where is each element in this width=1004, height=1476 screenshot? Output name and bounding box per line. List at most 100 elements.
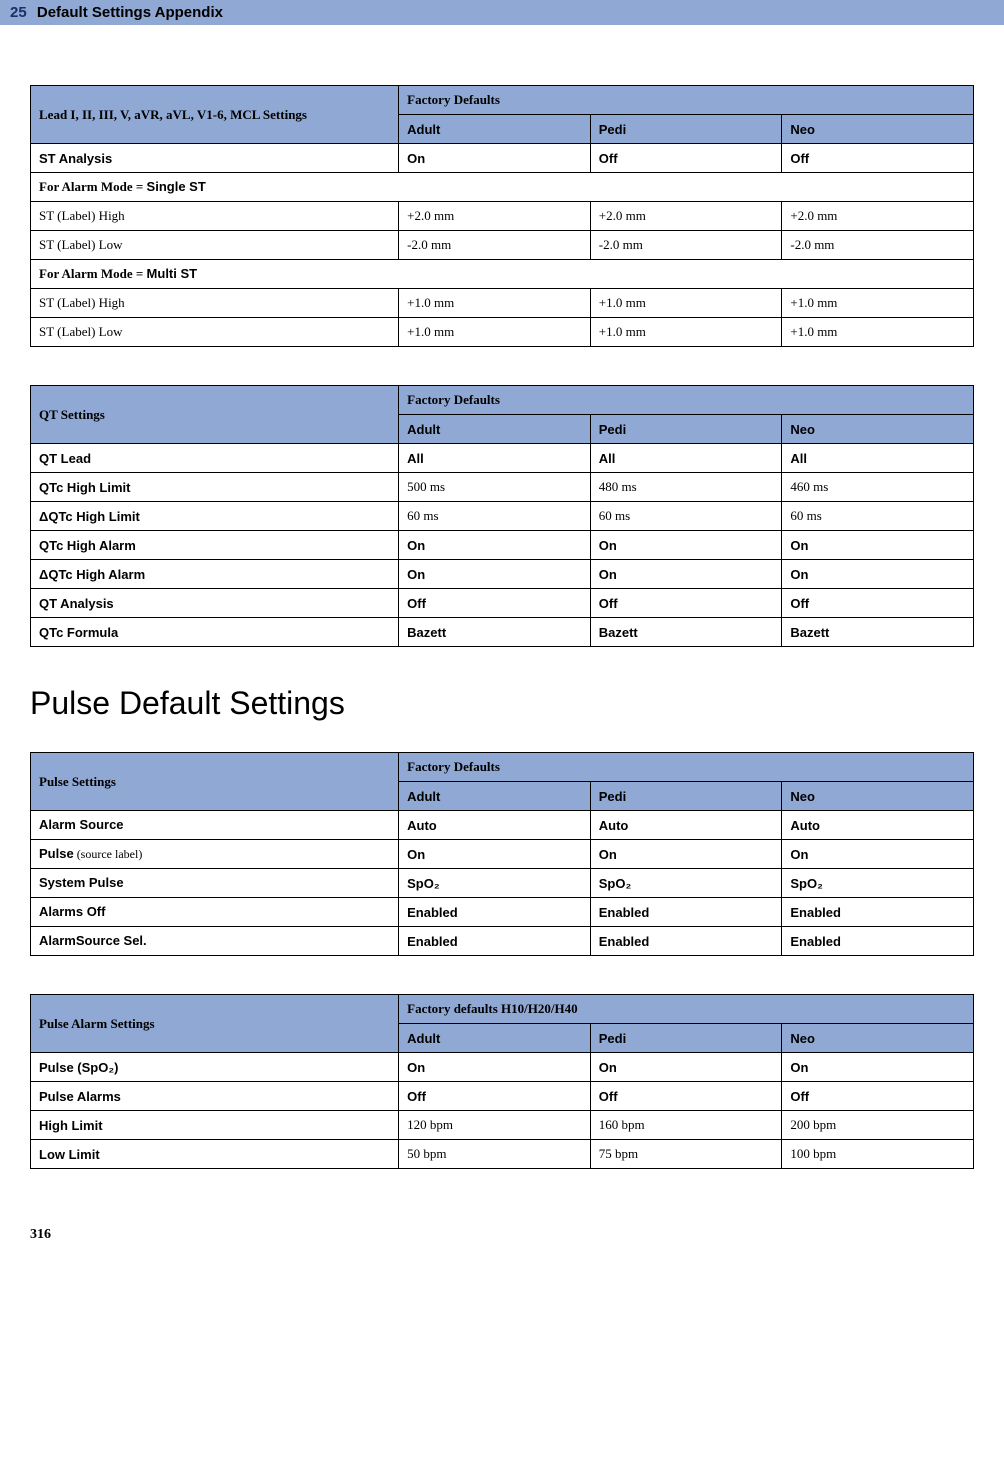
- row-val: Enabled: [782, 898, 974, 927]
- qt-settings-table: QT Settings Factory Defaults Adult Pedi …: [30, 385, 974, 647]
- col-pedi: Pedi: [590, 1024, 782, 1053]
- row-val: +1.0 mm: [399, 289, 591, 318]
- row-val: 75 bpm: [590, 1140, 782, 1169]
- row-label: ΔQTc High Limit: [31, 502, 399, 531]
- row-val: Bazett: [399, 618, 591, 647]
- page-content: Lead I, II, III, V, aVR, aVL, V1-6, MCL …: [0, 25, 1004, 1227]
- row-val: -2.0 mm: [590, 231, 782, 260]
- row-val: On: [399, 531, 591, 560]
- row-val: 460 ms: [782, 473, 974, 502]
- row-val: -2.0 mm: [782, 231, 974, 260]
- row-label: ΔQTc High Alarm: [31, 560, 399, 589]
- factory-defaults-header: Factory Defaults: [399, 753, 974, 782]
- row-label: QT Lead: [31, 444, 399, 473]
- row-val: 50 bpm: [399, 1140, 591, 1169]
- row-val: Off: [399, 1082, 591, 1111]
- section-title: Pulse Default Settings: [30, 685, 974, 722]
- col-adult: Adult: [399, 782, 591, 811]
- row-val: +2.0 mm: [399, 202, 591, 231]
- row-label: AlarmSource Sel.: [31, 927, 399, 956]
- lead-settings-table: Lead I, II, III, V, aVR, aVL, V1-6, MCL …: [30, 85, 974, 347]
- row-val: 500 ms: [399, 473, 591, 502]
- row-val: 60 ms: [590, 502, 782, 531]
- row-label: Pulse (source label): [31, 840, 399, 869]
- col-neo: Neo: [782, 782, 974, 811]
- col-neo: Neo: [782, 415, 974, 444]
- row-label: ST Analysis: [31, 144, 399, 173]
- col-adult: Adult: [399, 1024, 591, 1053]
- row-val: SpO₂: [590, 869, 782, 898]
- row-val: +1.0 mm: [399, 318, 591, 347]
- factory-defaults-header: Factory defaults H10/H20/H40: [399, 995, 974, 1024]
- row-label: System Pulse: [31, 869, 399, 898]
- row-val: On: [399, 560, 591, 589]
- row-label: ST (Label) Low: [31, 318, 399, 347]
- row-label: Alarms Off: [31, 898, 399, 927]
- row-val: SpO₂: [399, 869, 591, 898]
- row-val: 100 bpm: [782, 1140, 974, 1169]
- col-adult: Adult: [399, 415, 591, 444]
- row-val: On: [399, 144, 591, 173]
- row-val: On: [782, 531, 974, 560]
- row-label: High Limit: [31, 1111, 399, 1140]
- row-val: On: [590, 840, 782, 869]
- row-val: On: [782, 560, 974, 589]
- row-label: Low Limit: [31, 1140, 399, 1169]
- col-pedi: Pedi: [590, 782, 782, 811]
- row-val: Auto: [590, 811, 782, 840]
- col-adult: Adult: [399, 115, 591, 144]
- row-label: ST (Label) High: [31, 289, 399, 318]
- col-pedi: Pedi: [590, 415, 782, 444]
- row-val: On: [590, 1053, 782, 1082]
- row-val: Off: [782, 1082, 974, 1111]
- col-neo: Neo: [782, 1024, 974, 1053]
- row-val: 60 ms: [782, 502, 974, 531]
- pulse-alarm-title: Pulse Alarm Settings: [31, 995, 399, 1053]
- row-label: QTc High Alarm: [31, 531, 399, 560]
- row-val: Off: [399, 589, 591, 618]
- row-val: -2.0 mm: [399, 231, 591, 260]
- row-label: QTc High Limit: [31, 473, 399, 502]
- chapter-title: Default Settings Appendix: [37, 4, 223, 21]
- row-val: On: [590, 560, 782, 589]
- row-val: +1.0 mm: [782, 289, 974, 318]
- row-val: Off: [590, 589, 782, 618]
- col-pedi: Pedi: [590, 115, 782, 144]
- row-val: Auto: [782, 811, 974, 840]
- factory-defaults-header: Factory Defaults: [399, 86, 974, 115]
- row-val: On: [782, 1053, 974, 1082]
- row-val: +1.0 mm: [782, 318, 974, 347]
- row-val: Off: [782, 589, 974, 618]
- row-val: Enabled: [399, 927, 591, 956]
- row-val: On: [590, 531, 782, 560]
- row-val: 480 ms: [590, 473, 782, 502]
- row-val: +1.0 mm: [590, 318, 782, 347]
- row-label: ST (Label) High: [31, 202, 399, 231]
- row-val: All: [782, 444, 974, 473]
- row-val: On: [399, 840, 591, 869]
- pulse-alarm-settings-table: Pulse Alarm Settings Factory defaults H1…: [30, 994, 974, 1169]
- factory-defaults-header: Factory Defaults: [399, 386, 974, 415]
- row-val: All: [399, 444, 591, 473]
- row-val: On: [399, 1053, 591, 1082]
- row-val: Enabled: [399, 898, 591, 927]
- row-label: Pulse Alarms: [31, 1082, 399, 1111]
- col-neo: Neo: [782, 115, 974, 144]
- row-label: Pulse (SpO₂): [31, 1053, 399, 1082]
- qt-title: QT Settings: [31, 386, 399, 444]
- alarm-mode-multi: For Alarm Mode = Multi ST: [31, 260, 974, 289]
- row-val: 160 bpm: [590, 1111, 782, 1140]
- row-val: On: [782, 840, 974, 869]
- row-label: ST (Label) Low: [31, 231, 399, 260]
- row-val: Bazett: [590, 618, 782, 647]
- row-val: Off: [782, 144, 974, 173]
- row-val: 120 bpm: [399, 1111, 591, 1140]
- row-val: Bazett: [782, 618, 974, 647]
- alarm-mode-single: For Alarm Mode = Single ST: [31, 173, 974, 202]
- row-label: QTc Formula: [31, 618, 399, 647]
- row-val: +2.0 mm: [782, 202, 974, 231]
- row-val: +1.0 mm: [590, 289, 782, 318]
- row-label: QT Analysis: [31, 589, 399, 618]
- pulse-title: Pulse Settings: [31, 753, 399, 811]
- row-val: Enabled: [590, 898, 782, 927]
